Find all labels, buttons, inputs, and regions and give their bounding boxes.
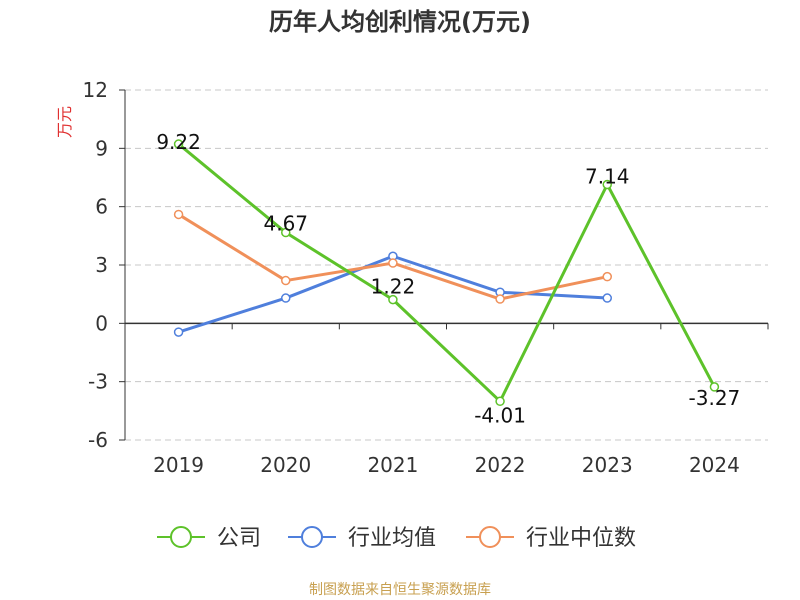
data-point bbox=[173, 209, 184, 220]
y-tick-label: -6 bbox=[88, 428, 108, 452]
data-point bbox=[495, 396, 505, 407]
data-point bbox=[709, 382, 720, 392]
data-point bbox=[281, 227, 291, 238]
data-label: 1.22 bbox=[371, 275, 416, 299]
data-point bbox=[388, 258, 398, 268]
data-label: 4.67 bbox=[263, 212, 308, 236]
x-tick-label: 2023 bbox=[582, 453, 633, 477]
legend-label: 行业均值 bbox=[348, 526, 436, 551]
chart-title: 历年人均创利情况(万元) bbox=[269, 8, 531, 36]
data-point bbox=[173, 139, 184, 149]
data-point bbox=[173, 327, 184, 337]
y-axis-label: 万元 bbox=[55, 106, 74, 138]
y-tick-label: 3 bbox=[95, 253, 108, 277]
y-tick-label: 6 bbox=[95, 195, 108, 219]
y-tick-label: 0 bbox=[95, 311, 108, 335]
x-tick-label: 2021 bbox=[367, 453, 418, 477]
legend-label: 公司 bbox=[217, 526, 261, 551]
x-tick-label: 2022 bbox=[475, 453, 526, 477]
legend-label: 行业中位数 bbox=[526, 526, 636, 551]
data-point bbox=[281, 275, 291, 286]
series-line bbox=[177, 142, 716, 403]
x-tick-label: 2020 bbox=[260, 453, 311, 477]
data-label: -4.01 bbox=[474, 403, 526, 427]
data-point bbox=[388, 294, 398, 305]
legend-marker bbox=[170, 526, 192, 548]
x-tick-label: 2019 bbox=[153, 453, 204, 477]
data-label: 7.14 bbox=[585, 165, 630, 189]
data-point bbox=[281, 293, 291, 303]
data-label: 9.22 bbox=[156, 130, 201, 154]
data-point bbox=[602, 179, 612, 190]
y-tick-label: 12 bbox=[83, 78, 108, 102]
data-point bbox=[602, 271, 612, 282]
data-point bbox=[495, 294, 505, 304]
data-label: -3.27 bbox=[689, 386, 741, 410]
source-note: 制图数据来自恒生聚源数据库 bbox=[309, 582, 491, 598]
x-tick-label: 2024 bbox=[689, 453, 740, 477]
y-tick-label: 9 bbox=[95, 136, 108, 160]
y-tick-label: -3 bbox=[88, 370, 108, 394]
data-point bbox=[602, 293, 612, 303]
legend-marker bbox=[479, 526, 501, 548]
legend-marker bbox=[301, 526, 323, 548]
